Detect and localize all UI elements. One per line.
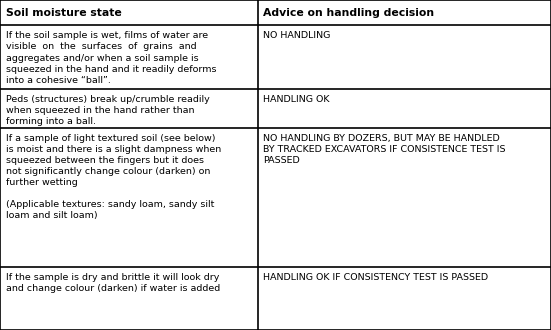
Text: If the sample is dry and brittle it will look dry
and change colour (darken) if : If the sample is dry and brittle it will… — [6, 273, 220, 293]
Text: NO HANDLING BY DOZERS, BUT MAY BE HANDLED
BY TRACKED EXCAVATORS IF CONSISTENCE T: NO HANDLING BY DOZERS, BUT MAY BE HANDLE… — [263, 134, 506, 165]
Text: NO HANDLING: NO HANDLING — [263, 31, 331, 40]
Text: Peds (structures) break up/crumble readily
when squeezed in the hand rather than: Peds (structures) break up/crumble readi… — [6, 95, 209, 126]
Text: HANDLING OK: HANDLING OK — [263, 95, 330, 104]
Text: Advice on handling decision: Advice on handling decision — [263, 8, 435, 18]
Text: If a sample of light textured soil (see below)
is moist and there is a slight da: If a sample of light textured soil (see … — [6, 134, 221, 220]
Text: If the soil sample is wet, films of water are
visible  on  the  surfaces  of  gr: If the soil sample is wet, films of wate… — [6, 31, 216, 85]
Text: HANDLING OK IF CONSISTENCY TEST IS PASSED: HANDLING OK IF CONSISTENCY TEST IS PASSE… — [263, 273, 489, 282]
Text: Soil moisture state: Soil moisture state — [6, 8, 121, 18]
